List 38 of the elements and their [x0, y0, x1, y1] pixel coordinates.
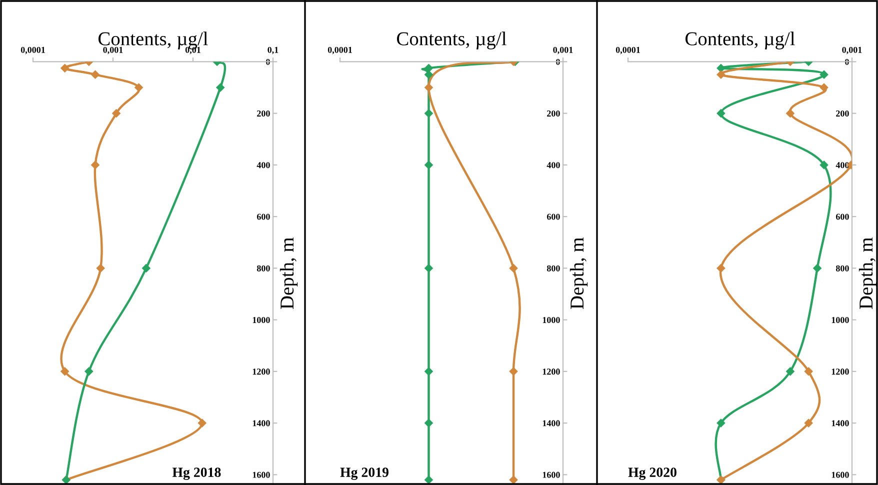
- y-tick-label: 600: [256, 214, 270, 220]
- y-tick-label: 1200: [252, 368, 270, 375]
- y-tick-label: 800: [256, 265, 270, 272]
- y-tick-label: 200: [257, 110, 270, 117]
- y-tick-label: 1400: [252, 420, 270, 426]
- y-tick-label: 1200: [832, 368, 849, 375]
- x-axis-title: Contents, µg/l: [686, 32, 795, 50]
- y-tick-label: 1000: [542, 316, 560, 324]
- x-axis-title: Contents, µg/l: [397, 32, 506, 50]
- y-tick-label: 800: [546, 265, 560, 272]
- y-tick-label: 800: [836, 265, 849, 272]
- x-tick-label: 0,0001: [20, 46, 45, 54]
- annotation: Hg 2019: [340, 468, 388, 480]
- y-tick-label: 600: [836, 214, 849, 220]
- x-tick-label: 0,001: [103, 46, 123, 54]
- annotation: Hg 2020: [628, 468, 676, 480]
- y-tick-label: 400: [256, 162, 270, 168]
- y-tick-label: 1400: [542, 420, 560, 426]
- y-tick-label: 1200: [542, 368, 560, 375]
- x-tick-label: 0,1: [268, 46, 278, 54]
- y-tick-label: 200: [547, 110, 560, 117]
- y-tick-label: 1000: [832, 316, 849, 324]
- y-tick-label: 1600: [252, 472, 270, 478]
- x-tick-label: 0,001: [553, 46, 573, 54]
- y-tick-label: 1600: [832, 472, 849, 478]
- y-tick-label: 1600: [542, 472, 560, 478]
- x-tick-label: 0,0001: [328, 46, 352, 54]
- y-tick-label: 200: [836, 110, 849, 117]
- y-tick-label: 1400: [832, 420, 849, 426]
- y-axis-title: Depth, m: [858, 237, 877, 309]
- y-axis-title: Depth, m: [280, 237, 298, 309]
- x-tick-label: 0,001: [842, 46, 862, 54]
- y-tick-label: 1000: [252, 316, 270, 324]
- y-tick-label: 600: [546, 214, 560, 220]
- annotation: Hg 2018: [172, 468, 221, 480]
- y-axis-title: Depth, m: [570, 237, 588, 309]
- y-tick-label: 400: [546, 162, 560, 168]
- x-tick-label: 0,0001: [616, 46, 640, 54]
